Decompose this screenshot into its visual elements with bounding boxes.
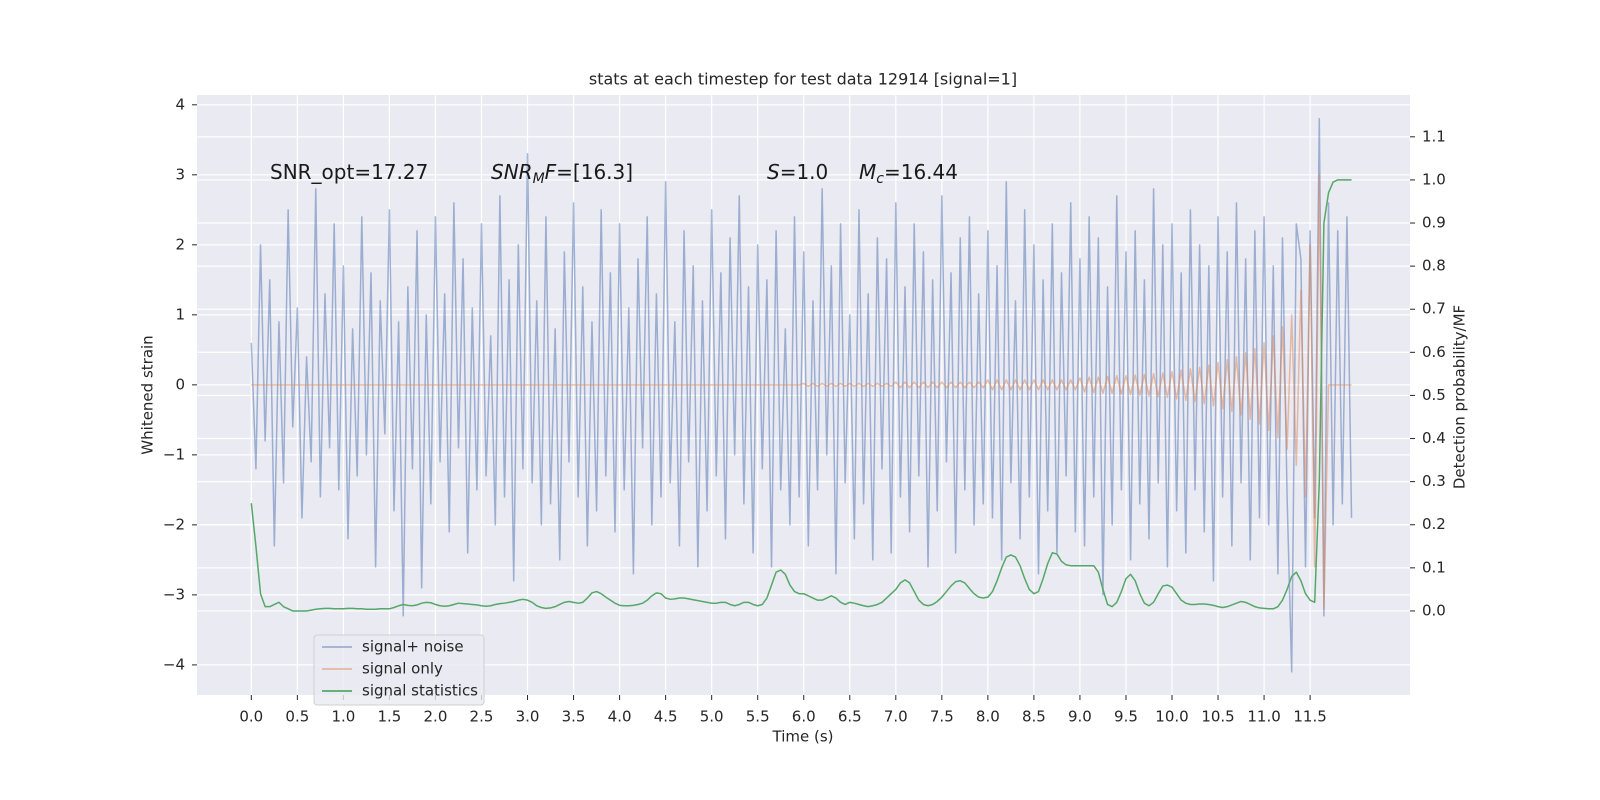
x-tick-label: 2.0: [424, 708, 448, 726]
annotation-part: S: [767, 160, 780, 184]
y2-tick-label: 1.0: [1422, 170, 1446, 188]
x-tick-label: 7.5: [930, 708, 954, 726]
x-tick-label: 11.5: [1293, 708, 1326, 726]
y2-tick-label: 1.1: [1422, 127, 1446, 145]
y-tick-label: 2: [175, 235, 185, 253]
x-tick-label: 9.0: [1068, 708, 1092, 726]
legend-label: signal only: [362, 660, 443, 678]
annotation-part: M: [533, 171, 545, 187]
annotation-part: F: [545, 160, 557, 184]
y2-tick-label: 0.2: [1422, 515, 1446, 533]
x-tick-label: 3.5: [562, 708, 586, 726]
annotation-part: =1.0: [780, 160, 829, 184]
legend: signal+ noise signal only signal statistic…: [313, 634, 485, 706]
x-tick-label: 3.0: [516, 708, 540, 726]
y2-tick-label: 0.3: [1422, 472, 1446, 490]
x-tick-label: 0.5: [285, 708, 309, 726]
y2-tick-label: 0.0: [1422, 601, 1446, 619]
y-tick-label: 3: [175, 165, 185, 183]
x-tick-label: 5.0: [700, 708, 724, 726]
x-axis-label: Time (s): [772, 728, 834, 746]
x-tick-label: 4.0: [608, 708, 632, 726]
series-line: [251, 174, 1352, 610]
x-tick-label: 10.0: [1155, 708, 1188, 726]
y2-tick-label: 0.8: [1422, 257, 1446, 275]
x-tick-label: 1.0: [331, 708, 355, 726]
annotation-part: =16.44: [884, 160, 958, 184]
annotation: Mc=16.44: [859, 160, 958, 188]
x-tick-label: 5.5: [746, 708, 770, 726]
y-tick-label: −1: [163, 445, 185, 463]
x-tick-label: 2.5: [470, 708, 494, 726]
annotation: SNRMF=[16.3]: [491, 160, 633, 188]
y2-tick-label: 0.6: [1422, 343, 1446, 361]
x-tick-label: 6.0: [792, 708, 816, 726]
annotation-part: =[16.3]: [556, 160, 633, 184]
x-tick-label: 11.0: [1247, 708, 1280, 726]
y2-tick-label: 0.5: [1422, 386, 1446, 404]
y-tick-label: 0: [175, 375, 185, 393]
x-tick-label: 7.0: [884, 708, 908, 726]
marks: [250, 118, 1353, 673]
axes: 0.0 0.5 1.0 1.5 2.0 2.5 3.0 3.5 4.0 4.5 5.0 5.5 6.0 6…: [163, 95, 1446, 725]
legend-box: [313, 634, 485, 706]
y-tick-label: −3: [163, 585, 185, 603]
series-line: [250, 118, 1353, 673]
x-tick-label: 0.0: [239, 708, 263, 726]
x-tick-label: 4.5: [654, 708, 678, 726]
x-tick-label: 10.5: [1201, 708, 1234, 726]
annotation: S=1.0: [767, 160, 828, 184]
y-tick-label: −4: [163, 655, 185, 673]
y2-axis-label: Detection probability/MF: [1451, 305, 1469, 489]
legend-label: signal+ noise: [362, 638, 464, 656]
annotation-part: c: [876, 171, 884, 187]
series-line: [250, 179, 1352, 612]
y2-tick-label: 0.9: [1422, 214, 1446, 232]
chart-title: stats at each timestep for test data 129…: [589, 70, 1017, 89]
annotation-part: SNR: [491, 160, 533, 184]
x-tick-label: 9.5: [1114, 708, 1138, 726]
y-tick-label: 4: [175, 95, 185, 113]
y2-tick-label: 0.7: [1422, 300, 1446, 318]
y-tick-label: −2: [163, 515, 185, 533]
y2-tick-label: 0.4: [1422, 429, 1446, 447]
annotation: SNR_opt=17.27: [270, 160, 428, 184]
y-tick-label: 1: [175, 305, 185, 323]
x-tick-label: 8.0: [976, 708, 1000, 726]
annotation-part: M: [859, 160, 876, 184]
y-axis-label: Whitened strain: [139, 335, 157, 454]
x-tick-label: 1.5: [377, 708, 401, 726]
legend-label: signal statistics: [362, 682, 478, 700]
x-tick-label: 6.5: [838, 708, 862, 726]
grid: [197, 95, 1410, 695]
x-tick-label: 8.5: [1022, 708, 1046, 726]
y2-tick-label: 0.1: [1422, 558, 1446, 576]
annotation-part: SNR_opt=17.27: [270, 160, 428, 184]
